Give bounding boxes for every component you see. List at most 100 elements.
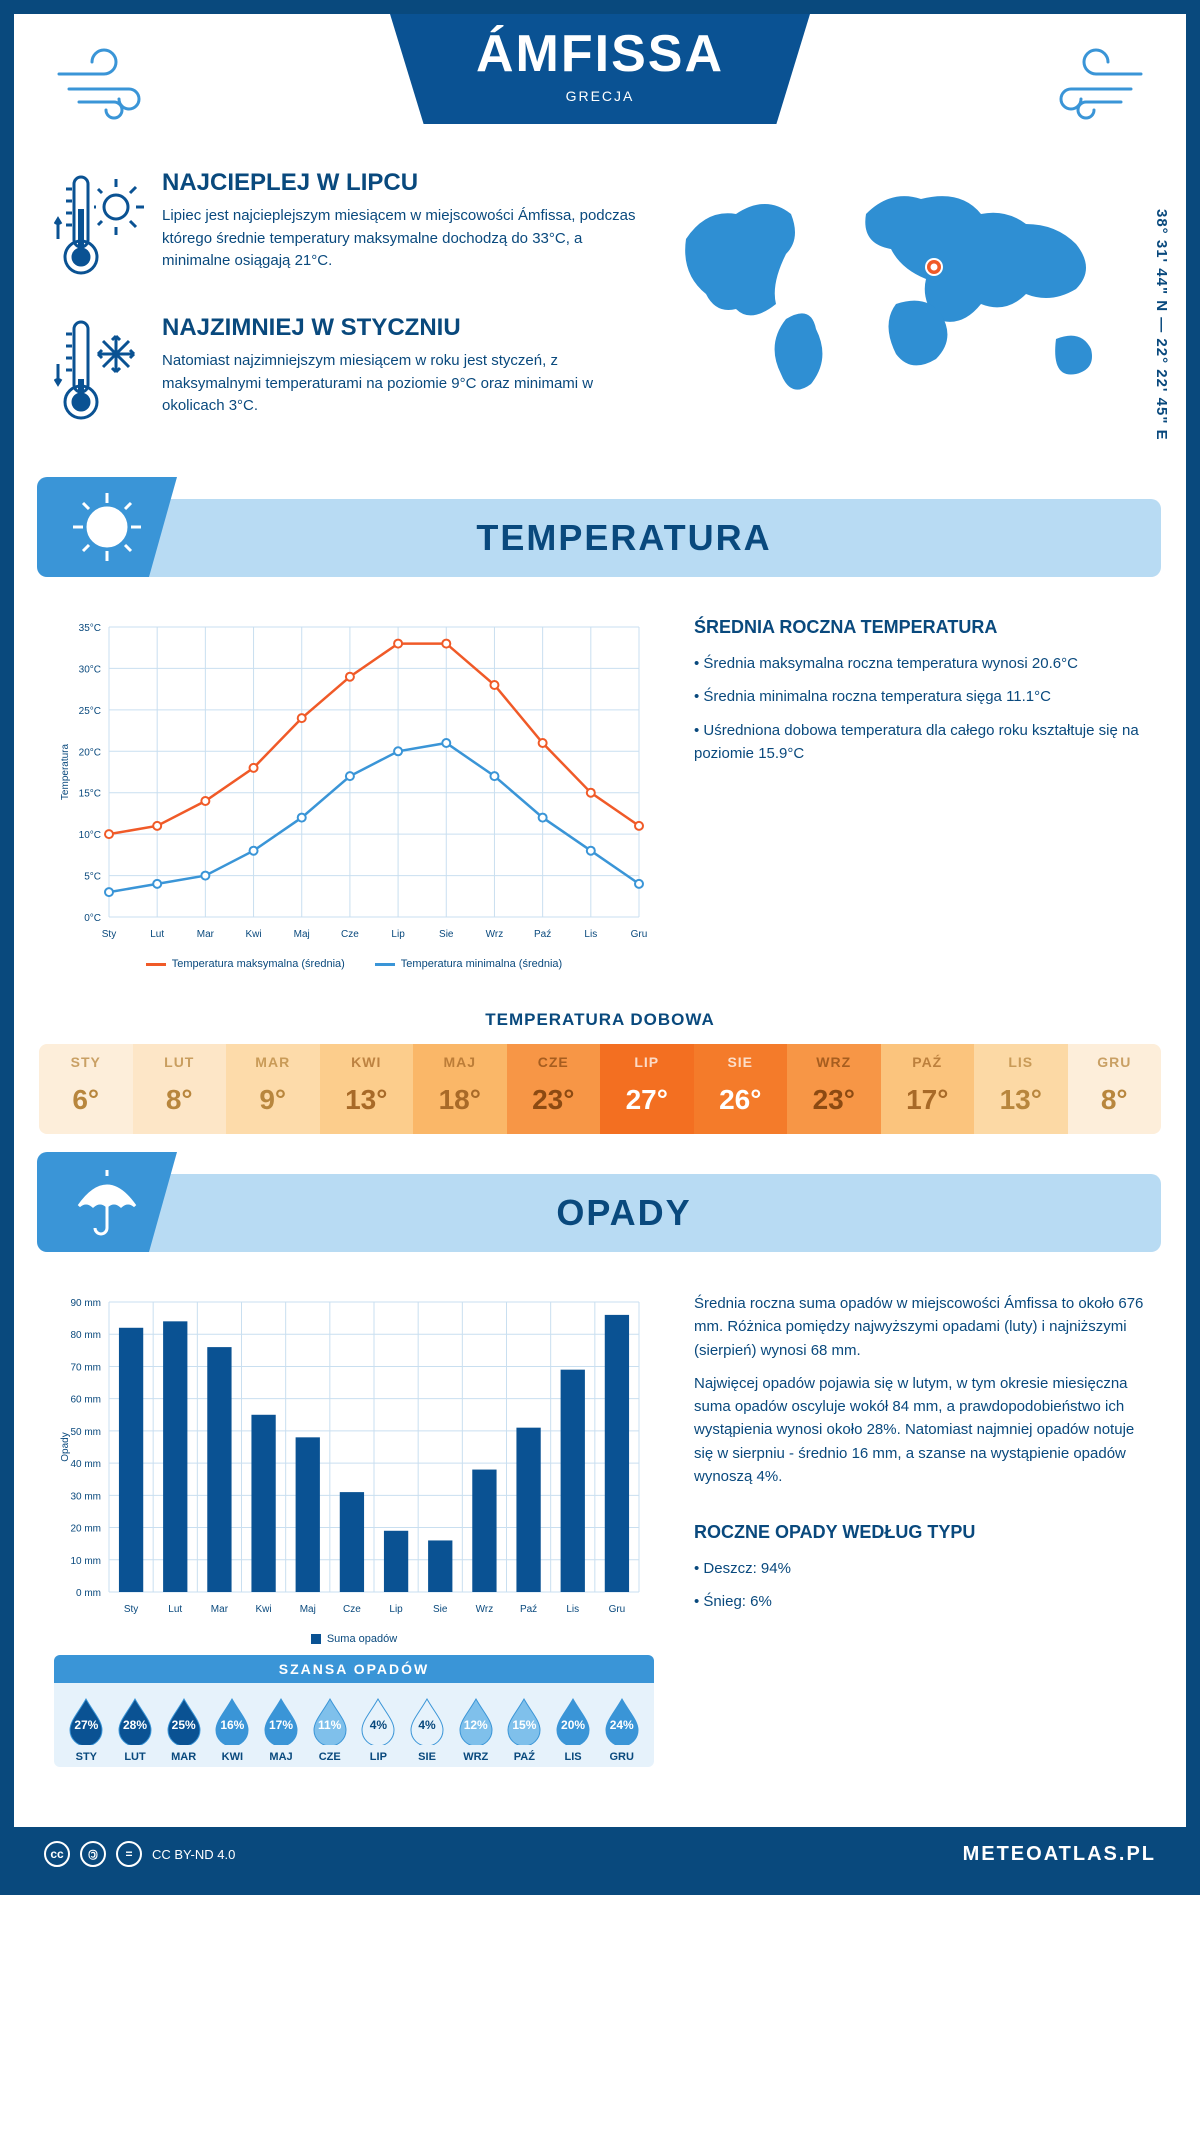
svg-text:40 mm: 40 mm [70,1459,101,1470]
temperature-chart: 0°C5°C10°C15°C20°C25°C30°C35°CStyLutMarK… [54,617,654,970]
svg-text:Lip: Lip [389,1604,403,1615]
svg-text:Gru: Gru [609,1604,626,1615]
svg-text:15°C: 15°C [79,789,101,800]
daily-temp-table: STY6°LUT8°MAR9°KWI13°MAJ18°CZE23°LIP27°S… [39,1044,1161,1134]
daily-cell: SIE26° [694,1044,788,1134]
rain-drop: 16% KWI [208,1695,257,1763]
intro-cold: NAJZIMNIEJ W STYCZNIU Natomiast najzimni… [54,314,636,429]
rain-drop: 15% PAŹ [500,1695,549,1763]
wind-icon-left [54,14,174,129]
svg-text:Lut: Lut [168,1604,182,1615]
svg-text:Lip: Lip [391,929,405,940]
daily-cell: CZE23° [507,1044,601,1134]
svg-text:50 mm: 50 mm [70,1427,101,1438]
svg-text:Paź: Paź [534,929,551,940]
precipitation-aside: Średnia roczna suma opadów w miejscowośc… [694,1292,1146,1767]
intro-hot-text: Lipiec jest najcieplejszym miesiącem w m… [162,205,636,273]
svg-text:20°C: 20°C [79,747,101,758]
svg-text:Maj: Maj [300,1604,316,1615]
intro-cold-text: Natomiast najzimniejszym miesiącem w rok… [162,350,636,418]
precipitation-title: OPADY [87,1192,1161,1234]
svg-text:Cze: Cze [341,929,359,940]
daily-cell: GRU8° [1068,1044,1162,1134]
svg-text:5°C: 5°C [84,872,101,883]
rain-drop: 27% STY [62,1695,111,1763]
rain-chance-panel: SZANSA OPADÓW 27% STY 28% LUT 25% MAR 16… [54,1655,654,1767]
coordinates: 38° 31' 44" N — 22° 22' 45" E [1153,209,1170,441]
precip-p2: Najwięcej opadów pojawia się w lutym, w … [694,1372,1146,1488]
svg-text:Kwi: Kwi [245,929,261,940]
daily-cell: PAŹ17° [881,1044,975,1134]
svg-text:10°C: 10°C [79,830,101,841]
svg-text:Gru: Gru [631,929,648,940]
svg-text:30°C: 30°C [79,664,101,675]
svg-text:Temperatura: Temperatura [60,743,71,800]
header: ÁMFISSA GRECJA [14,14,1186,129]
sun-icon [37,477,177,577]
svg-text:Kwi: Kwi [256,1604,272,1615]
rain-chance-title: SZANSA OPADÓW [54,1655,654,1683]
temp-bullet: • Średnia minimalna roczna temperatura s… [694,685,1146,708]
world-map: 38° 31' 44" N — 22° 22' 45" E [666,169,1146,459]
svg-text:0°C: 0°C [84,913,101,924]
daily-cell: LUT8° [133,1044,227,1134]
svg-text:Opady: Opady [60,1432,71,1461]
svg-text:Sty: Sty [124,1604,138,1615]
title-block: ÁMFISSA GRECJA [390,14,810,124]
svg-text:30 mm: 30 mm [70,1491,101,1502]
temperature-title: TEMPERATURA [87,517,1161,559]
svg-text:Wrz: Wrz [486,929,504,940]
precip-type-title: ROCZNE OPADY WEDŁUG TYPU [694,1522,1146,1543]
svg-text:35°C: 35°C [79,623,101,634]
precip-p1: Średnia roczna suma opadów w miejscowośc… [694,1292,1146,1362]
svg-text:Mar: Mar [211,1604,229,1615]
thermometer-hot-icon [54,169,144,284]
wind-icon-right [1026,14,1146,129]
daily-temp-title: TEMPERATURA DOBOWA [14,1010,1186,1030]
umbrella-icon [37,1152,177,1252]
svg-text:60 mm: 60 mm [70,1395,101,1406]
temperature-row: 0°C5°C10°C15°C20°C25°C30°C35°CStyLutMarK… [14,607,1186,1000]
legend-precip: Suma opadów [327,1633,397,1645]
by-icon: 🄯 [80,1841,106,1867]
svg-text:25°C: 25°C [79,706,101,717]
daily-cell: LIS13° [974,1044,1068,1134]
svg-text:Lis: Lis [584,929,597,940]
intro-hot-title: NAJCIEPLEJ W LIPCU [162,169,636,197]
rain-drop: 24% GRU [597,1695,646,1763]
svg-text:10 mm: 10 mm [70,1556,101,1567]
svg-text:Maj: Maj [294,929,310,940]
svg-text:Paź: Paź [520,1604,537,1615]
daily-cell: LIP27° [600,1044,694,1134]
temp-aside-title: ŚREDNIA ROCZNA TEMPERATURA [694,617,1146,638]
svg-text:Sie: Sie [439,929,454,940]
svg-text:Wrz: Wrz [476,1604,494,1615]
rain-drop: 12% WRZ [451,1695,500,1763]
daily-cell: KWI13° [320,1044,414,1134]
rain-drop: 28% LUT [111,1695,160,1763]
footer: cc 🄯 = CC BY-ND 4.0 METEOATLAS.PL [14,1827,1186,1881]
thermometer-cold-icon [54,314,144,429]
temperature-aside: ŚREDNIA ROCZNA TEMPERATURA • Średnia mak… [694,617,1146,970]
rain-drop: 4% LIP [354,1695,403,1763]
temp-bullet: • Uśredniona dobowa temperatura dla całe… [694,719,1146,766]
precip-type-bullet: • Deszcz: 94% [694,1557,1146,1580]
daily-cell: MAJ18° [413,1044,507,1134]
svg-text:80 mm: 80 mm [70,1330,101,1341]
svg-text:Lis: Lis [566,1604,579,1615]
precipitation-chart: 0 mm10 mm20 mm30 mm40 mm50 mm60 mm70 mm8… [54,1292,654,1767]
country-label: GRECJA [450,88,750,104]
legend-max: Temperatura maksymalna (średnia) [172,958,345,970]
daily-cell: MAR9° [226,1044,320,1134]
rain-drop: 25% MAR [159,1695,208,1763]
rain-drop: 11% CZE [305,1695,354,1763]
rain-drop: 20% LIS [549,1695,598,1763]
intro-hot: NAJCIEPLEJ W LIPCU Lipiec jest najcieple… [54,169,636,284]
svg-text:0 mm: 0 mm [76,1588,101,1599]
intro-cold-title: NAJZIMNIEJ W STYCZNIU [162,314,636,342]
precipitation-banner: OPADY [39,1174,1161,1252]
rain-drop: 17% MAJ [257,1695,306,1763]
precip-type-bullet: • Śnieg: 6% [694,1590,1146,1613]
svg-text:Sie: Sie [433,1604,448,1615]
temperature-banner: TEMPERATURA [39,499,1161,577]
